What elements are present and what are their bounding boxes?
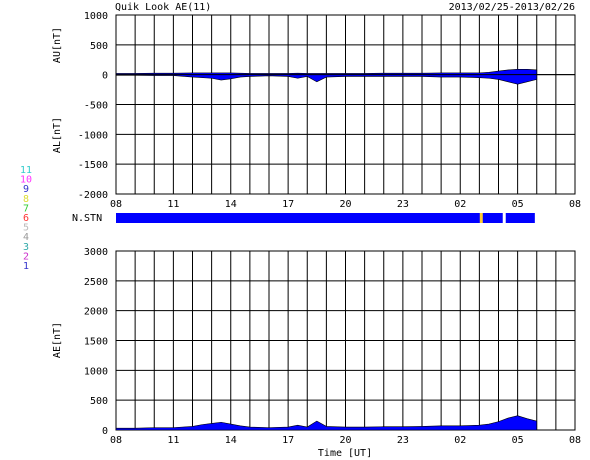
x-tick-label: 05 xyxy=(512,199,524,210)
x-tick-label: 11 xyxy=(167,199,179,210)
y-tick-label: 1000 xyxy=(84,366,108,377)
legend-item: 10 xyxy=(20,175,32,186)
x-tick-label: 02 xyxy=(454,199,466,210)
x-axis-label: Time [UT] xyxy=(318,448,372,459)
x-tick-label: 02 xyxy=(454,435,466,446)
y-tick-label: 0 xyxy=(102,426,108,437)
y-tick-label: 500 xyxy=(90,396,108,407)
x-tick-label: 08 xyxy=(110,199,122,210)
x-tick-label: 08 xyxy=(569,435,581,446)
au-al-envelope xyxy=(115,68,538,85)
legend-item: 7 xyxy=(23,203,29,214)
y-tick-label: 1500 xyxy=(84,337,108,348)
y-tick-label: -500 xyxy=(84,101,108,112)
y-tick-label: 3000 xyxy=(84,247,108,258)
x-tick-label: 17 xyxy=(282,199,294,210)
x-tick-label: 14 xyxy=(225,435,237,446)
y-tick-label: -1500 xyxy=(78,160,108,171)
y-tick-label: 2500 xyxy=(84,277,108,288)
chart-title: Quik Look AE(11) xyxy=(115,2,211,13)
x-tick-label: 20 xyxy=(339,435,351,446)
al-axis-label: AL[nT] xyxy=(52,117,63,153)
x-tick-label: 11 xyxy=(167,435,179,446)
date-range: 2013/02/25-2013/02/26 xyxy=(449,2,575,13)
nstn-marker xyxy=(502,213,506,223)
au-axis-label: AU[nT] xyxy=(52,27,63,63)
x-tick-label: 08 xyxy=(569,199,581,210)
y-tick-label: 1000 xyxy=(84,11,108,22)
y-tick-label: 500 xyxy=(90,41,108,52)
legend-item: 11 xyxy=(20,165,32,176)
x-tick-label: 20 xyxy=(339,199,351,210)
legend-item: 5 xyxy=(23,223,29,234)
legend-item: 9 xyxy=(23,184,29,195)
legend-item: 1 xyxy=(23,261,29,272)
legend-item: 4 xyxy=(23,232,29,243)
x-tick-label: 23 xyxy=(397,199,409,210)
x-tick-label: 17 xyxy=(282,435,294,446)
ae-area xyxy=(115,415,538,431)
y-tick-label: -2000 xyxy=(78,190,108,201)
y-tick-label: -1000 xyxy=(78,130,108,141)
nstn-panel xyxy=(116,213,535,223)
legend-item: 2 xyxy=(23,251,29,262)
nstn-label: N.STN xyxy=(72,213,102,224)
plot-frame xyxy=(115,14,576,195)
nstn-marker xyxy=(479,213,483,223)
ae-axis-label: AE[nT] xyxy=(52,322,63,358)
x-tick-label: 14 xyxy=(225,199,237,210)
x-tick-label: 23 xyxy=(397,435,409,446)
legend-item: 6 xyxy=(23,213,29,224)
nstn-bar xyxy=(116,213,535,223)
y-tick-label: 2000 xyxy=(84,307,108,318)
y-tick-label: 0 xyxy=(102,71,108,82)
x-tick-label: 08 xyxy=(110,435,122,446)
legend-item: 8 xyxy=(23,194,29,205)
x-tick-label: 05 xyxy=(512,435,524,446)
legend-item: 3 xyxy=(23,242,29,253)
